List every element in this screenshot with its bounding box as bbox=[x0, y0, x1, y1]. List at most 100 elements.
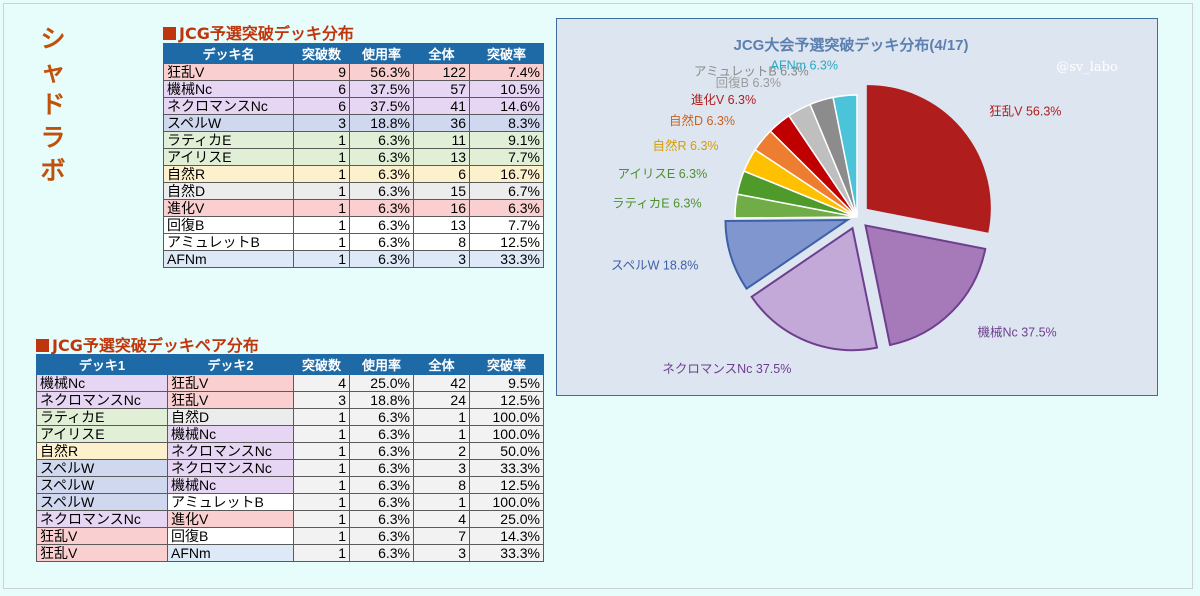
deck1-cell: アイリスE bbox=[36, 425, 168, 443]
pie-slice-label: 自然D 6.3% bbox=[669, 113, 735, 128]
table-row: 自然D 1 6.3% 15 6.7% bbox=[163, 182, 544, 200]
deck2-cell: 機械Nc bbox=[167, 476, 294, 494]
deck2-cell: 狂乱V bbox=[167, 374, 294, 392]
deck1-cell: ネクロマンスNc bbox=[36, 510, 168, 528]
value-cell: 1 bbox=[293, 233, 350, 251]
column-header: 使用率 bbox=[349, 43, 414, 64]
deck-name-cell: スペルW bbox=[163, 114, 294, 132]
value-cell: 24 bbox=[413, 391, 470, 409]
page-frame bbox=[3, 3, 1193, 589]
deck1-cell: スペルW bbox=[36, 493, 168, 511]
table-row: スペルW ネクロマンスNc 1 6.3% 3 33.3% bbox=[36, 459, 544, 477]
value-cell: 6.3% bbox=[349, 182, 414, 200]
value-cell: 1 bbox=[413, 408, 470, 426]
column-header: 突破数 bbox=[293, 43, 350, 64]
value-cell: 6.3% bbox=[349, 476, 414, 494]
pie-slice bbox=[866, 85, 991, 233]
value-cell: 7 bbox=[413, 527, 470, 545]
value-cell: 37.5% bbox=[349, 97, 414, 115]
chart-title: JCG大会予選突破デッキ分布(4/17) bbox=[733, 36, 968, 54]
deck1-cell: 狂乱V bbox=[36, 544, 168, 562]
pie-slice bbox=[724, 218, 851, 291]
deck-distribution-table: デッキ名 突破数 使用率 全体 突破率 狂乱V 9 56.3% 122 7.4% 機械Nc 6 37.… bbox=[163, 43, 544, 268]
column-header: 全体 bbox=[413, 354, 470, 375]
value-cell: 1 bbox=[293, 199, 350, 217]
pie-chart-panel: JCG大会予選突破デッキ分布(4/17) @sv_labo 狂乱V 56.3% 機… bbox=[556, 18, 1158, 396]
table-row: アミュレットB 1 6.3% 8 12.5% bbox=[163, 233, 544, 251]
pie-slice-label: 回復B 6.3% bbox=[716, 75, 781, 90]
pie-slice-label: AFNm 6.3% bbox=[771, 59, 838, 73]
deck-name-cell: アミュレットB bbox=[163, 233, 294, 251]
table-row: ネクロマンスNc 狂乱V 3 18.8% 24 12.5% bbox=[36, 391, 544, 409]
table-row: 回復B 1 6.3% 13 7.7% bbox=[163, 216, 544, 234]
column-header: 突破率 bbox=[469, 43, 544, 64]
deck1-cell: 自然R bbox=[36, 442, 168, 460]
deck2-cell: 進化V bbox=[167, 510, 294, 528]
value-cell: 1 bbox=[293, 408, 350, 426]
table-row: 自然R ネクロマンスNc 1 6.3% 2 50.0% bbox=[36, 442, 544, 460]
deck-name-cell: 自然D bbox=[163, 182, 294, 200]
value-cell: 6.3% bbox=[349, 493, 414, 511]
watermark: @sv_labo bbox=[1056, 60, 1118, 75]
value-cell: 4 bbox=[413, 510, 470, 528]
value-cell: 8 bbox=[413, 476, 470, 494]
value-cell: 2 bbox=[413, 442, 470, 460]
column-header: 突破率 bbox=[469, 354, 544, 375]
deck2-cell: 回復B bbox=[167, 527, 294, 545]
value-cell: 11 bbox=[413, 131, 470, 149]
table-row: 狂乱V 回復B 1 6.3% 7 14.3% bbox=[36, 527, 544, 545]
value-cell: 100.0% bbox=[469, 493, 544, 511]
value-cell: 16 bbox=[413, 199, 470, 217]
deck2-cell: AFNm bbox=[167, 544, 294, 562]
deck-name-cell: ネクロマンスNc bbox=[163, 97, 294, 115]
table-row: アイリスE 1 6.3% 13 7.7% bbox=[163, 148, 544, 166]
value-cell: 14.3% bbox=[469, 527, 544, 545]
value-cell: 3 bbox=[413, 250, 470, 268]
value-cell: 9 bbox=[293, 63, 350, 81]
value-cell: 1 bbox=[293, 250, 350, 268]
value-cell: 1 bbox=[293, 476, 350, 494]
column-header: 使用率 bbox=[349, 354, 414, 375]
deck-name-cell: 自然R bbox=[163, 165, 294, 183]
value-cell: 6.3% bbox=[349, 408, 414, 426]
value-cell: 18.8% bbox=[349, 114, 414, 132]
value-cell: 100.0% bbox=[469, 425, 544, 443]
value-cell: 16.7% bbox=[469, 165, 544, 183]
value-cell: 36 bbox=[413, 114, 470, 132]
value-cell: 33.3% bbox=[469, 250, 544, 268]
deck1-cell: 機械Nc bbox=[36, 374, 168, 392]
title-square-icon bbox=[163, 27, 176, 40]
value-cell: 1 bbox=[293, 510, 350, 528]
deck-name-cell: 回復B bbox=[163, 216, 294, 234]
value-cell: 6 bbox=[293, 80, 350, 98]
value-cell: 12.5% bbox=[469, 233, 544, 251]
table-row: 狂乱V 9 56.3% 122 7.4% bbox=[163, 63, 544, 81]
value-cell: 6.3% bbox=[349, 527, 414, 545]
value-cell: 33.3% bbox=[469, 459, 544, 477]
deck1-cell: ラティカE bbox=[36, 408, 168, 426]
value-cell: 33.3% bbox=[469, 544, 544, 562]
value-cell: 1 bbox=[293, 527, 350, 545]
deck1-cell: 狂乱V bbox=[36, 527, 168, 545]
table-header-row: デッキ名 突破数 使用率 全体 突破率 bbox=[163, 43, 544, 64]
value-cell: 15 bbox=[413, 182, 470, 200]
value-cell: 56.3% bbox=[349, 63, 414, 81]
value-cell: 6.3% bbox=[349, 233, 414, 251]
value-cell: 1 bbox=[293, 544, 350, 562]
deck-name-cell: AFNm bbox=[163, 250, 294, 268]
value-cell: 4 bbox=[293, 374, 350, 392]
pie-slice-label: ネクロマンスNc 37.5% bbox=[662, 362, 791, 376]
deck2-cell: 自然D bbox=[167, 408, 294, 426]
value-cell: 3 bbox=[293, 114, 350, 132]
value-cell: 12.5% bbox=[469, 476, 544, 494]
value-cell: 6.3% bbox=[349, 544, 414, 562]
value-cell: 9.1% bbox=[469, 131, 544, 149]
table-row: 進化V 1 6.3% 16 6.3% bbox=[163, 199, 544, 217]
value-cell: 9.5% bbox=[469, 374, 544, 392]
table-row: 機械Nc 狂乱V 4 25.0% 42 9.5% bbox=[36, 374, 544, 392]
column-header: デッキ名 bbox=[163, 43, 294, 64]
value-cell: 6.3% bbox=[349, 148, 414, 166]
deck2-cell: ネクロマンスNc bbox=[167, 459, 294, 477]
value-cell: 3 bbox=[413, 459, 470, 477]
table-row: ラティカE 自然D 1 6.3% 1 100.0% bbox=[36, 408, 544, 426]
